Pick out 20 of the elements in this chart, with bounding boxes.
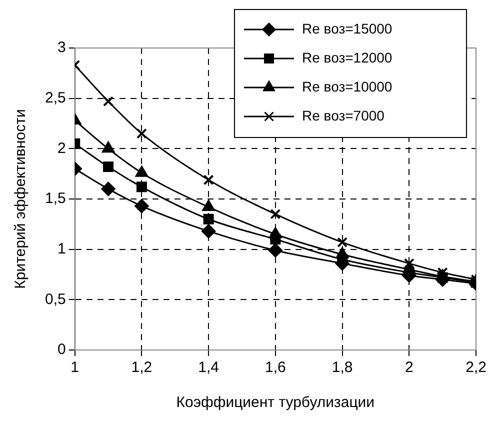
x-tick-label: 1,2 bbox=[131, 359, 152, 376]
y-tick-label: 0,5 bbox=[44, 290, 66, 308]
x-tick-label: 2,2 bbox=[466, 359, 486, 376]
legend-label: Re воз=12000 bbox=[302, 49, 392, 66]
legend-label: Re воз=7000 bbox=[302, 107, 385, 124]
legend-label: Re воз=10000 bbox=[302, 78, 392, 94]
y-tick-label: 1 bbox=[58, 240, 66, 258]
x-tick-label: 1,8 bbox=[332, 359, 353, 376]
x-tick-label: 1 bbox=[70, 359, 80, 376]
x-tick-label: 1,4 bbox=[198, 359, 219, 376]
y-tick-label: 2,5 bbox=[44, 89, 66, 106]
y-tick-label: 1,5 bbox=[44, 190, 66, 208]
x-axis-title: Коэффициент турбулизации bbox=[176, 394, 375, 412]
legend-label: Re воз=15000 bbox=[302, 20, 392, 36]
y-axis-title: Критерий эффективности bbox=[12, 109, 30, 289]
x-tick-label: 2 bbox=[404, 359, 414, 376]
x-tick-label: 1,6 bbox=[264, 359, 286, 376]
y-tick-label: 2 bbox=[58, 140, 66, 157]
y-tick-label: 0 bbox=[58, 341, 66, 358]
y-tick-label: 3 bbox=[58, 39, 66, 56]
